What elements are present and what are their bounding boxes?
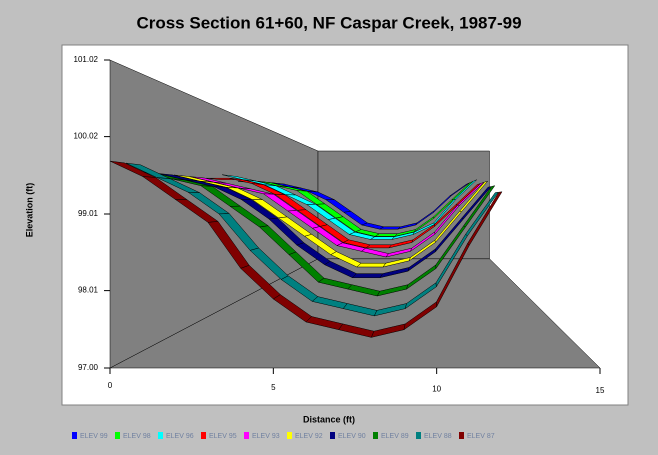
legend-label: ELEV 87 bbox=[467, 433, 495, 440]
legend-swatch bbox=[158, 432, 163, 439]
legend-label: ELEV 92 bbox=[295, 433, 323, 440]
legend-swatch bbox=[459, 432, 464, 439]
legend-swatch bbox=[330, 432, 335, 439]
series-ribbon bbox=[205, 177, 481, 249]
legend-swatch bbox=[72, 432, 77, 439]
legend-label: ELEV 98 bbox=[123, 433, 151, 440]
legend-label: ELEV 96 bbox=[166, 433, 194, 440]
legend-label: ELEV 90 bbox=[338, 433, 366, 440]
ribbon-segment bbox=[378, 226, 402, 230]
legend-label: ELEV 99 bbox=[80, 433, 108, 440]
ribbon-segment bbox=[461, 186, 492, 220]
ribbon-segment bbox=[463, 185, 496, 228]
series-ribbon bbox=[237, 181, 474, 237]
series-ribbon bbox=[125, 162, 499, 317]
legend-label: ELEV 93 bbox=[252, 433, 280, 440]
x-tick-label: 5 bbox=[271, 383, 276, 392]
y-tick-label: 101.02 bbox=[74, 55, 99, 64]
legend-label: ELEV 89 bbox=[381, 433, 409, 440]
ribbon-segment bbox=[365, 244, 393, 249]
y-tick-label: 100.02 bbox=[74, 132, 99, 141]
legend-swatch bbox=[115, 432, 120, 439]
x-tick-label: 0 bbox=[108, 381, 113, 390]
y-tick-label: 99.01 bbox=[78, 209, 99, 218]
x-axis-label: Distance (ft) bbox=[303, 414, 355, 424]
y-tick-label: 97.00 bbox=[78, 363, 99, 372]
x-tick-label: 15 bbox=[596, 386, 605, 395]
ribbon-segment bbox=[374, 233, 398, 237]
legend-label: ELEV 88 bbox=[424, 433, 452, 440]
legend-swatch bbox=[416, 432, 421, 439]
ribbon-segment bbox=[369, 236, 396, 240]
ribbon-segment bbox=[465, 191, 499, 237]
ribbon-segment bbox=[459, 180, 489, 213]
legend-swatch bbox=[373, 432, 378, 439]
legend-swatch bbox=[287, 432, 292, 439]
ribbon-segment bbox=[467, 191, 503, 246]
series-ribbon bbox=[157, 173, 492, 279]
chart-title: Cross Section 61+60, NF Caspar Creek, 19… bbox=[136, 13, 521, 32]
ribbon-segment bbox=[356, 262, 387, 268]
series-ribbon bbox=[173, 174, 489, 268]
series-ribbon bbox=[141, 171, 496, 297]
y-axis-label: Elevation (ft) bbox=[24, 183, 34, 238]
series-ribbon bbox=[189, 176, 485, 258]
legend-swatch bbox=[244, 432, 249, 439]
ribbon-segment bbox=[351, 273, 384, 278]
legend-label: ELEV 95 bbox=[209, 433, 237, 440]
y-tick-label: 98.01 bbox=[78, 286, 99, 295]
ribbon-segment bbox=[453, 179, 477, 200]
series-ribbon bbox=[221, 174, 477, 240]
x-tick-label: 10 bbox=[432, 384, 441, 393]
legend-swatch bbox=[201, 432, 206, 439]
series-ribbon bbox=[109, 160, 503, 338]
